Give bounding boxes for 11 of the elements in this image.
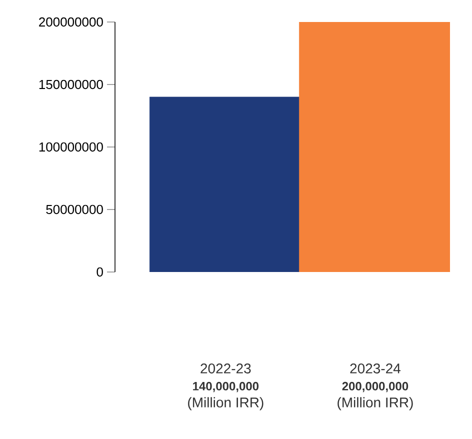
x-tick-label: 2022-23: [200, 364, 251, 374]
y-tick-label: 200000000: [39, 17, 103, 27]
y-tick-label: 0: [96, 267, 103, 277]
x-tick-label: 2023-24: [350, 364, 400, 374]
y-tick-label: 100000000: [39, 142, 103, 152]
y-tick-label: 150000000: [39, 80, 103, 90]
data-label: 200,000,000: [342, 382, 408, 392]
text: (Million IRR): [338, 397, 413, 410]
y-tick-label: 50000000: [46, 204, 103, 214]
text: (Million IRR): [188, 397, 264, 410]
data-label: 140,000,000: [193, 382, 259, 392]
